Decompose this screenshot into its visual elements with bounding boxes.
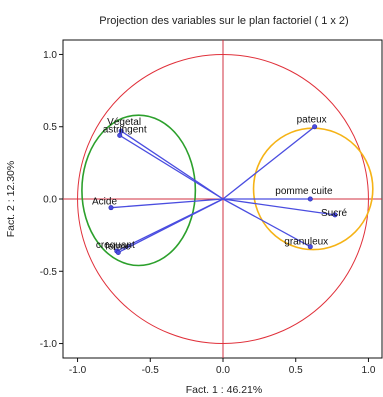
- vector-line: [222, 126, 316, 200]
- data-point: [117, 132, 123, 138]
- point-label: Acide: [92, 197, 117, 208]
- x-tick-label: -0.5: [142, 365, 160, 376]
- data-point: [332, 212, 338, 218]
- x-tick-label: -1.0: [69, 365, 87, 376]
- point-label: pomme cuite: [275, 186, 333, 197]
- left-group-ellipse: [81, 114, 197, 267]
- data-point: [307, 244, 313, 250]
- unit-circle-ellipse: [77, 53, 369, 345]
- y-tick-label: 1.0: [43, 50, 57, 61]
- plot-area: -1.0 -0.5 0.0 0.5 1.0 1.0 0.5 0.0 -0.5 -1.0 Végeta…: [40, 39, 383, 376]
- point-label: astringent: [103, 124, 147, 135]
- point-label: croquant: [96, 240, 135, 251]
- y-tick-label: 0.5: [43, 122, 57, 133]
- vector-line: [222, 198, 336, 216]
- y-tick-label: -1.0: [40, 339, 58, 350]
- point-label: pateux: [297, 115, 327, 126]
- data-point: [108, 205, 114, 211]
- data-point: [312, 124, 318, 130]
- x-axis-label: Fact. 1 : 46.21%: [186, 384, 262, 396]
- y-axis-label: Fact. 2 : 12.30%: [5, 161, 17, 237]
- data-point: [115, 249, 121, 255]
- vector-line: [120, 130, 224, 200]
- point-label: granuleux: [284, 237, 328, 248]
- x-tick-label: 0.5: [289, 365, 303, 376]
- vector-line: [117, 198, 224, 254]
- vector-line: [110, 198, 224, 209]
- point-label: ferme: [105, 241, 131, 252]
- vector-line: [222, 198, 311, 248]
- x-tick-label: 1.0: [362, 365, 376, 376]
- y-tick-label: -0.5: [40, 267, 58, 278]
- vector-line: [119, 134, 224, 200]
- point-label: Sucré: [321, 208, 348, 219]
- data-point: [307, 196, 313, 202]
- x-tick-label: 0.0: [216, 365, 230, 376]
- point-label: Végetal: [107, 117, 141, 128]
- chart-title: Projection des variables sur le plan fac…: [99, 15, 348, 27]
- data-point: [118, 128, 124, 134]
- y-tick-label: 0.0: [43, 195, 57, 206]
